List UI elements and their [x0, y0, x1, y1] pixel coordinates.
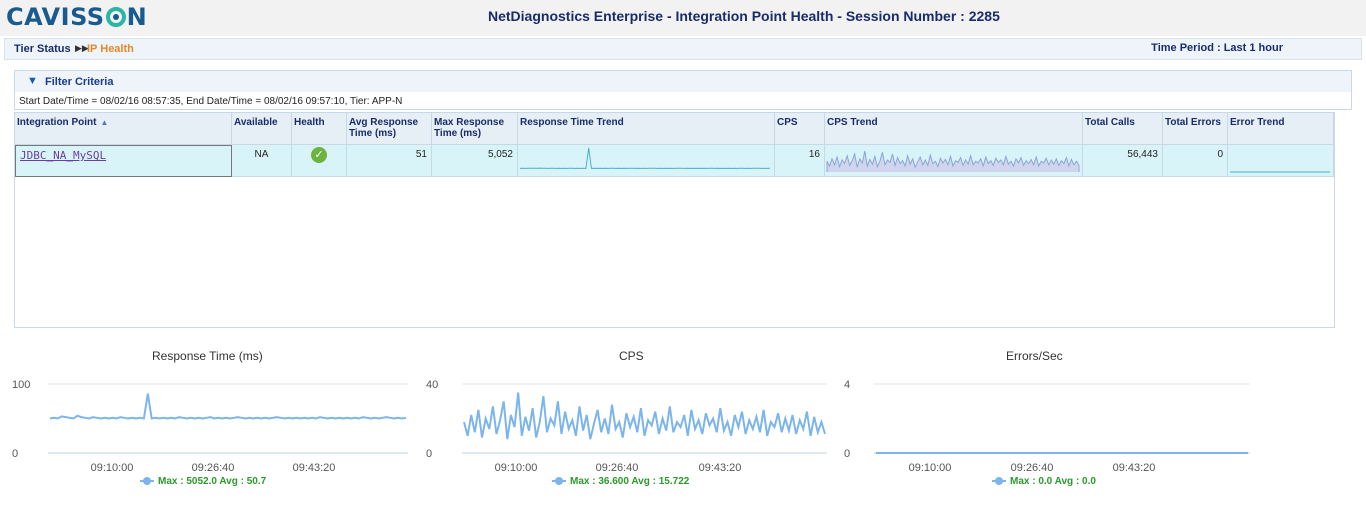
response-time-sparkline: [519, 147, 771, 169]
cps-sparkline: [826, 150, 1080, 172]
chart-title: Response Time (ms): [152, 349, 263, 363]
legend-label: Max : 5052.0 Avg : 50.7: [158, 476, 267, 487]
cavisson-logo: CAVISS N: [6, 3, 148, 31]
cell-avg-response-time: 51: [347, 145, 432, 177]
filter-criteria-text: Start Date/Time = 08/02/16 08:57:35, End…: [19, 96, 403, 107]
chart-legend[interactable]: Max : 5052.0 Avg : 50.7: [140, 476, 266, 487]
y-tick-label: 0: [12, 448, 18, 460]
breadcrumb-ip-health: IP Health: [87, 43, 134, 55]
legend-label: Max : 0.0 Avg : 0.0: [1010, 476, 1096, 487]
integration-point-link[interactable]: JDBC_NA_MySQL: [20, 149, 107, 162]
cell-response-time-trend: [518, 145, 775, 177]
filter-criteria-label[interactable]: Filter Criteria: [45, 76, 114, 88]
column-header-total-errors[interactable]: Total Errors: [1163, 113, 1228, 145]
collapse-triangle-icon[interactable]: ▼: [27, 75, 38, 87]
cell-cps: 16: [775, 145, 825, 177]
x-tick-label: 09:26:40: [1011, 462, 1054, 474]
chart-legend[interactable]: Max : 36.600 Avg : 15.722: [552, 476, 689, 487]
cell-total-errors: 0: [1163, 145, 1228, 177]
y-tick-label: 4: [844, 379, 850, 391]
x-tick-label: 09:43:20: [293, 462, 336, 474]
column-header-available[interactable]: Available: [232, 113, 292, 145]
cell-error-trend: [1228, 145, 1334, 177]
chart-legend[interactable]: Max : 0.0 Avg : 0.0: [992, 476, 1096, 487]
y-tick-label: 0: [844, 448, 850, 460]
page-title: NetDiagnostics Enterprise - Integration …: [488, 8, 1000, 24]
chart-plot: 4 0 09:10:00 09:26:40 09:43:20: [844, 379, 1250, 474]
response-time-chart: Response Time (ms) 100 0 09:10:00 09:26:40 0…: [10, 345, 410, 495]
column-header-health[interactable]: Health: [292, 113, 347, 145]
y-tick-label: 100: [12, 379, 30, 391]
column-header-avg-response-time[interactable]: Avg Response Time (ms): [347, 113, 432, 145]
series-line: [463, 392, 826, 440]
breadcrumb-tier-status[interactable]: Tier Status: [14, 43, 71, 55]
y-tick-label: 0: [426, 448, 432, 460]
cell-total-calls: 56,443: [1083, 145, 1163, 177]
chart-title: CPS: [619, 349, 644, 363]
cps-chart: CPS 40 0 09:10:00 09:26:40 09:43:20 Max : 36…: [424, 345, 834, 495]
legend-marker-icon: [140, 477, 154, 486]
column-header-error-trend[interactable]: Error Trend: [1228, 113, 1334, 145]
breadcrumb: Tier Status ▶▶ IP Health Time Period : L…: [4, 38, 1362, 60]
x-tick-label: 09:10:00: [495, 462, 538, 474]
chart-title: Errors/Sec: [1006, 349, 1063, 363]
integration-point-table: Integration Point ▲ Available Health Avg …: [14, 112, 1335, 328]
column-header-cps-trend[interactable]: CPS Trend: [825, 113, 1083, 145]
column-header-cps[interactable]: CPS: [775, 113, 825, 145]
column-header-integration-point[interactable]: Integration Point ▲: [15, 113, 232, 145]
filter-criteria-header[interactable]: ▼ Filter Criteria: [15, 71, 1351, 92]
x-tick-label: 09:10:00: [91, 462, 134, 474]
cell-cps-trend: [825, 145, 1083, 177]
y-tick-label: 40: [426, 379, 438, 391]
sort-asc-icon[interactable]: ▲: [100, 118, 109, 127]
cell-available: NA: [232, 145, 292, 177]
chart-plot: 40 0 09:10:00 09:26:40 09:43:20: [426, 379, 827, 474]
x-tick-label: 09:26:40: [596, 462, 639, 474]
chart-plot: 100 0 09:10:00 09:26:40 09:43:20: [12, 379, 408, 474]
column-header-max-response-time[interactable]: Max Response Time (ms): [432, 113, 518, 145]
legend-marker-icon: [992, 477, 1006, 486]
legend-label: Max : 36.600 Avg : 15.722: [570, 476, 690, 487]
x-tick-label: 09:10:00: [909, 462, 952, 474]
column-header-total-calls[interactable]: Total Calls: [1083, 113, 1163, 145]
app-header: CAVISS N NetDiagnostics Enterprise - Inte…: [0, 0, 1366, 36]
health-ok-check-icon: ✓: [311, 147, 327, 163]
x-tick-label: 09:26:40: [192, 462, 235, 474]
x-tick-label: 09:43:20: [1113, 462, 1156, 474]
error-trend-sparkline: [1230, 171, 1330, 173]
errors-per-sec-chart: Errors/Sec 4 0 09:10:00 09:26:40 09:43:20 Ma…: [842, 345, 1252, 495]
header-label: Integration Point: [17, 117, 97, 128]
legend-marker-icon: [552, 477, 566, 486]
column-header-response-time-trend[interactable]: Response Time Trend: [518, 113, 775, 145]
series-line: [49, 393, 407, 420]
breadcrumb-separator-icon: ▶▶: [75, 43, 89, 53]
cell-max-response-time: 5,052: [432, 145, 518, 177]
x-tick-label: 09:43:20: [699, 462, 742, 474]
cell-health: ✓: [292, 145, 347, 177]
table-row-cell-integration-point: JDBC_NA_MySQL: [15, 145, 232, 177]
time-period-label[interactable]: Time Period : Last 1 hour: [1151, 42, 1283, 54]
logo-o-icon: [105, 7, 126, 27]
filter-criteria-panel: ▼ Filter Criteria Start Date/Time = 08/0…: [14, 70, 1352, 110]
